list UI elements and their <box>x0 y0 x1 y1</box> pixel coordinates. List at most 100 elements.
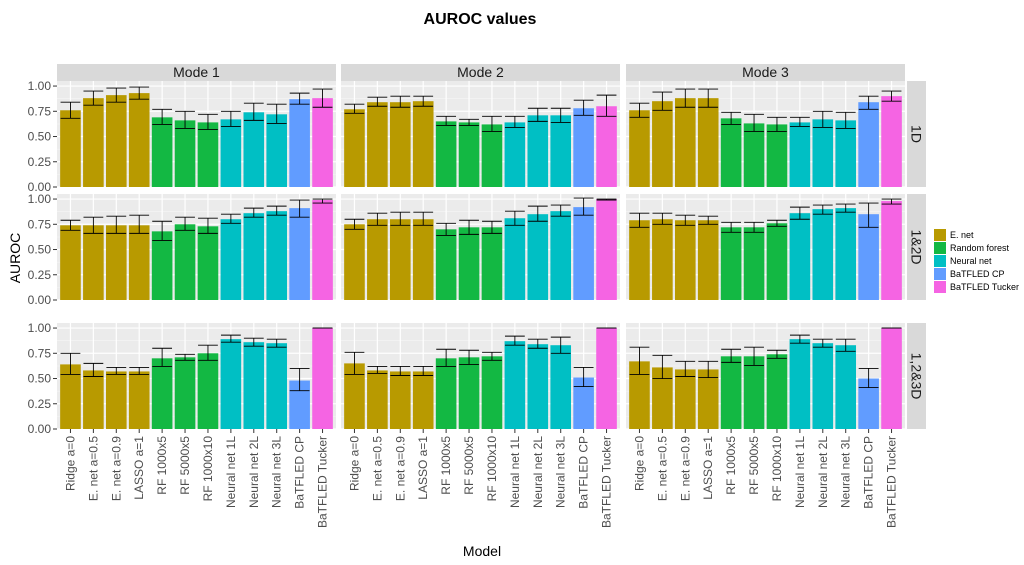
error-bar-8 <box>504 115 525 128</box>
facet-label-col-3: Mode 3 <box>742 64 789 80</box>
error-bar-11 <box>858 95 879 110</box>
error-bar-7 <box>767 349 787 359</box>
bar-9 <box>243 112 265 187</box>
x-tick-label: Neural net 1L <box>508 436 522 508</box>
error-bar-6 <box>744 221 764 233</box>
error-bar-11 <box>289 92 310 105</box>
x-tick-label: RF 1000x10 <box>485 436 499 502</box>
error-bar-2 <box>83 90 104 106</box>
facet-strip-row-3 <box>907 323 926 429</box>
error-bar-1 <box>60 101 81 119</box>
bar-3 <box>389 371 411 429</box>
x-tick-label: Neural net 2L <box>816 436 830 508</box>
legend-item-1: E. net <box>934 229 974 241</box>
bar-12 <box>596 106 617 187</box>
error-bar-10 <box>266 338 287 348</box>
bar-11 <box>858 214 879 300</box>
error-bar-7 <box>767 116 787 132</box>
legend-label: BaTFLED CP <box>950 269 1005 279</box>
bar-9 <box>527 344 549 429</box>
bar-4 <box>128 371 150 429</box>
bar-8 <box>220 339 242 429</box>
bar-7 <box>197 226 219 300</box>
error-bar-10 <box>835 338 856 352</box>
error-bar-9 <box>243 207 264 218</box>
x-tick-label: BaTFLED CP <box>293 436 307 509</box>
bar-8 <box>789 122 811 187</box>
legend-item-5: BaTFLED Tucker <box>934 281 1019 293</box>
bar-5 <box>435 358 457 429</box>
bar-4 <box>697 369 719 429</box>
y-tick-label: 0.75 <box>28 217 52 231</box>
error-bar-4 <box>413 365 434 376</box>
error-bar-1 <box>60 352 81 375</box>
y-axis: 0.000.250.500.751.000.000.250.500.751.00… <box>28 79 57 436</box>
y-tick-label: 0.75 <box>28 104 52 118</box>
x-tick-label: RF 1000x10 <box>201 436 215 502</box>
bar-11 <box>573 377 594 429</box>
error-bar-4 <box>698 215 719 225</box>
error-bar-8 <box>789 206 810 220</box>
bar-11 <box>573 207 594 300</box>
error-bar-2 <box>652 354 673 379</box>
error-bar-10 <box>835 203 856 213</box>
error-bar-7 <box>198 217 218 234</box>
bar-8 <box>789 339 811 429</box>
error-bar-4 <box>413 211 434 226</box>
bar-11 <box>289 99 310 187</box>
bar-2 <box>83 225 104 300</box>
bar-7 <box>197 122 219 187</box>
error-bar-8 <box>504 335 525 346</box>
facet-strip-row-2 <box>907 194 926 300</box>
y-tick-label: 0.25 <box>28 397 52 411</box>
legend-swatch <box>934 255 946 267</box>
x-tick-label: BaTFLED Tucker <box>885 436 899 528</box>
error-bar-6 <box>459 219 479 235</box>
error-bar-3 <box>390 211 411 226</box>
y-axis-title: AUROC <box>7 233 23 284</box>
bar-7 <box>481 227 503 300</box>
y-tick-label: 0.50 <box>28 243 52 257</box>
legend-swatch <box>934 229 946 241</box>
error-bar-7 <box>198 344 218 361</box>
x-tick-label: RF 1000x5 <box>155 436 169 495</box>
bar-8 <box>220 119 242 187</box>
legend-item-3: Neural net <box>934 255 992 267</box>
bar-7 <box>766 223 788 300</box>
x-tick-label: LASSO a=1 <box>701 436 715 500</box>
error-bar-8 <box>220 110 241 127</box>
bar-5 <box>151 117 173 187</box>
error-bar-8 <box>789 116 810 127</box>
bar-3 <box>674 98 696 187</box>
x-tick-label: Neural net 2L <box>531 436 545 508</box>
error-bar-9 <box>527 107 548 122</box>
x-tick-label: RF 1000x5 <box>439 436 453 495</box>
x-axis-title: Model <box>463 543 501 559</box>
bar-9 <box>812 119 834 187</box>
x-tick-label: E. net a=0.5 <box>655 436 669 501</box>
bar-3 <box>389 219 411 300</box>
error-bar-9 <box>812 204 833 215</box>
x-axis: Ridge a=0 E. net a=0.5 E. net a=0.9 LASSO a… <box>63 429 899 528</box>
error-bar-2 <box>652 91 673 111</box>
bar-5 <box>720 118 742 187</box>
error-bar-8 <box>220 334 241 343</box>
bar-10 <box>550 345 572 429</box>
bar-3 <box>105 371 127 429</box>
error-bar-3 <box>675 360 696 377</box>
bar-11 <box>858 102 879 187</box>
error-bar-8 <box>504 210 525 226</box>
facet-strip-col-1 <box>57 64 336 81</box>
bar-12 <box>596 199 617 300</box>
x-tick-label: E. net a=0.9 <box>678 436 692 501</box>
error-bar-5 <box>436 222 457 236</box>
error-bar-5 <box>721 111 742 125</box>
bar-8 <box>504 341 526 429</box>
legend-label: BaTFLED Tucker <box>950 282 1019 292</box>
bar-9 <box>527 214 549 300</box>
bar-1 <box>60 225 81 300</box>
error-bar-11 <box>573 366 594 388</box>
x-tick-label: Neural net 3L <box>554 436 568 508</box>
facet-strip-col-2 <box>341 64 620 81</box>
bar-12 <box>312 328 333 429</box>
